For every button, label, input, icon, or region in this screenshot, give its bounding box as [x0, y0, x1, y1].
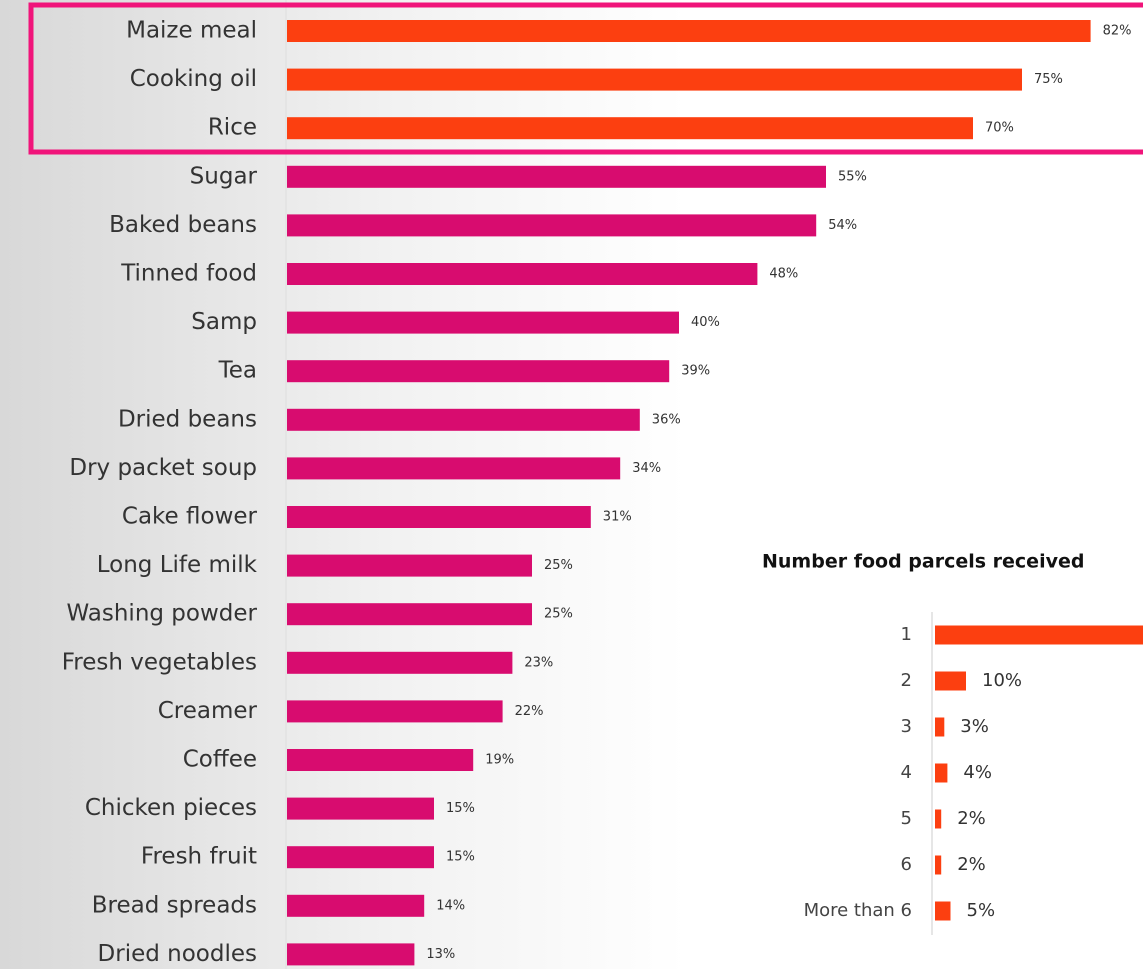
category-label: Tinned food [120, 261, 257, 287]
value-label: 22% [515, 704, 544, 719]
value-label: 48% [769, 267, 798, 282]
category-label: Washing powder [67, 601, 258, 627]
bar [287, 165, 826, 188]
category-label: Coffee [183, 747, 257, 773]
bar [935, 717, 945, 737]
bar [935, 901, 951, 921]
bar [287, 68, 1022, 91]
bar [287, 117, 973, 140]
bar [287, 20, 1091, 42]
category-label: 1 [901, 624, 912, 645]
value-label: 34% [632, 461, 661, 476]
category-label: More than 6 [804, 900, 912, 921]
bar [287, 603, 532, 626]
value-label: 14% [436, 898, 465, 913]
category-label: Rice [208, 115, 257, 141]
category-label: Bread spreads [92, 892, 257, 918]
value-label: 55% [838, 169, 867, 184]
bar [287, 457, 621, 480]
category-label: Cake flower [122, 504, 258, 530]
bar [287, 700, 503, 723]
category-label: Long Life milk [97, 552, 258, 578]
category-label: Samp [191, 309, 257, 335]
value-label: 23% [524, 655, 553, 670]
bar [935, 625, 1143, 645]
value-label: 5% [967, 900, 996, 921]
value-label: 25% [544, 607, 573, 622]
value-label: 82% [1103, 24, 1132, 39]
bar [935, 671, 966, 691]
bar [287, 311, 679, 334]
bar [287, 651, 513, 674]
value-label: 13% [426, 947, 455, 962]
value-label: 4% [963, 762, 992, 783]
bar [287, 360, 670, 383]
value-label: 2% [957, 854, 986, 875]
category-label: Chicken pieces [85, 795, 257, 821]
bar [287, 943, 415, 966]
category-label: Cooking oil [130, 66, 257, 92]
bar [287, 846, 434, 869]
chart-title: Number food parcels received [762, 551, 1084, 573]
category-label: Maize meal [126, 18, 257, 44]
bar [287, 263, 758, 285]
value-label: 31% [603, 510, 632, 525]
bar [935, 763, 948, 783]
value-label: 15% [446, 850, 475, 865]
bar [287, 749, 474, 771]
category-label: 2 [901, 670, 912, 691]
category-label: Dried beans [118, 406, 257, 432]
bar [287, 894, 425, 917]
value-label: 39% [681, 364, 710, 379]
bar [287, 506, 591, 528]
bar [287, 408, 640, 431]
value-label: 25% [544, 558, 573, 573]
value-label: 40% [691, 315, 720, 330]
category-label: 5 [901, 808, 912, 829]
value-label: 2% [957, 808, 986, 829]
category-label: Tea [218, 358, 257, 384]
value-label: 75% [1034, 72, 1063, 87]
category-label: Dried noodles [98, 941, 257, 967]
category-label: Baked beans [109, 212, 257, 238]
category-label: 4 [901, 762, 912, 783]
value-label: 70% [985, 121, 1014, 136]
category-label: 6 [901, 854, 912, 875]
bar [287, 554, 532, 577]
value-label: 36% [652, 412, 681, 427]
bar [287, 797, 434, 820]
value-label: 10% [982, 670, 1022, 691]
category-label: Creamer [158, 698, 258, 724]
value-label: 15% [446, 801, 475, 816]
bar [935, 809, 942, 829]
bar [287, 214, 817, 237]
value-label: 3% [960, 716, 989, 737]
category-label: Fresh fruit [141, 844, 257, 870]
marks: Maize meal 82% Cooking oil 75% Rice 70% Sugar 5… [62, 18, 1143, 967]
value-label: 19% [485, 753, 514, 768]
category-label: Dry packet soup [69, 455, 257, 481]
bar [935, 855, 942, 875]
category-label: Sugar [190, 163, 258, 189]
value-label: 54% [828, 218, 857, 233]
category-label: 3 [901, 716, 912, 737]
highlight-box [28, 2, 1143, 155]
category-label: Fresh vegetables [62, 649, 257, 675]
